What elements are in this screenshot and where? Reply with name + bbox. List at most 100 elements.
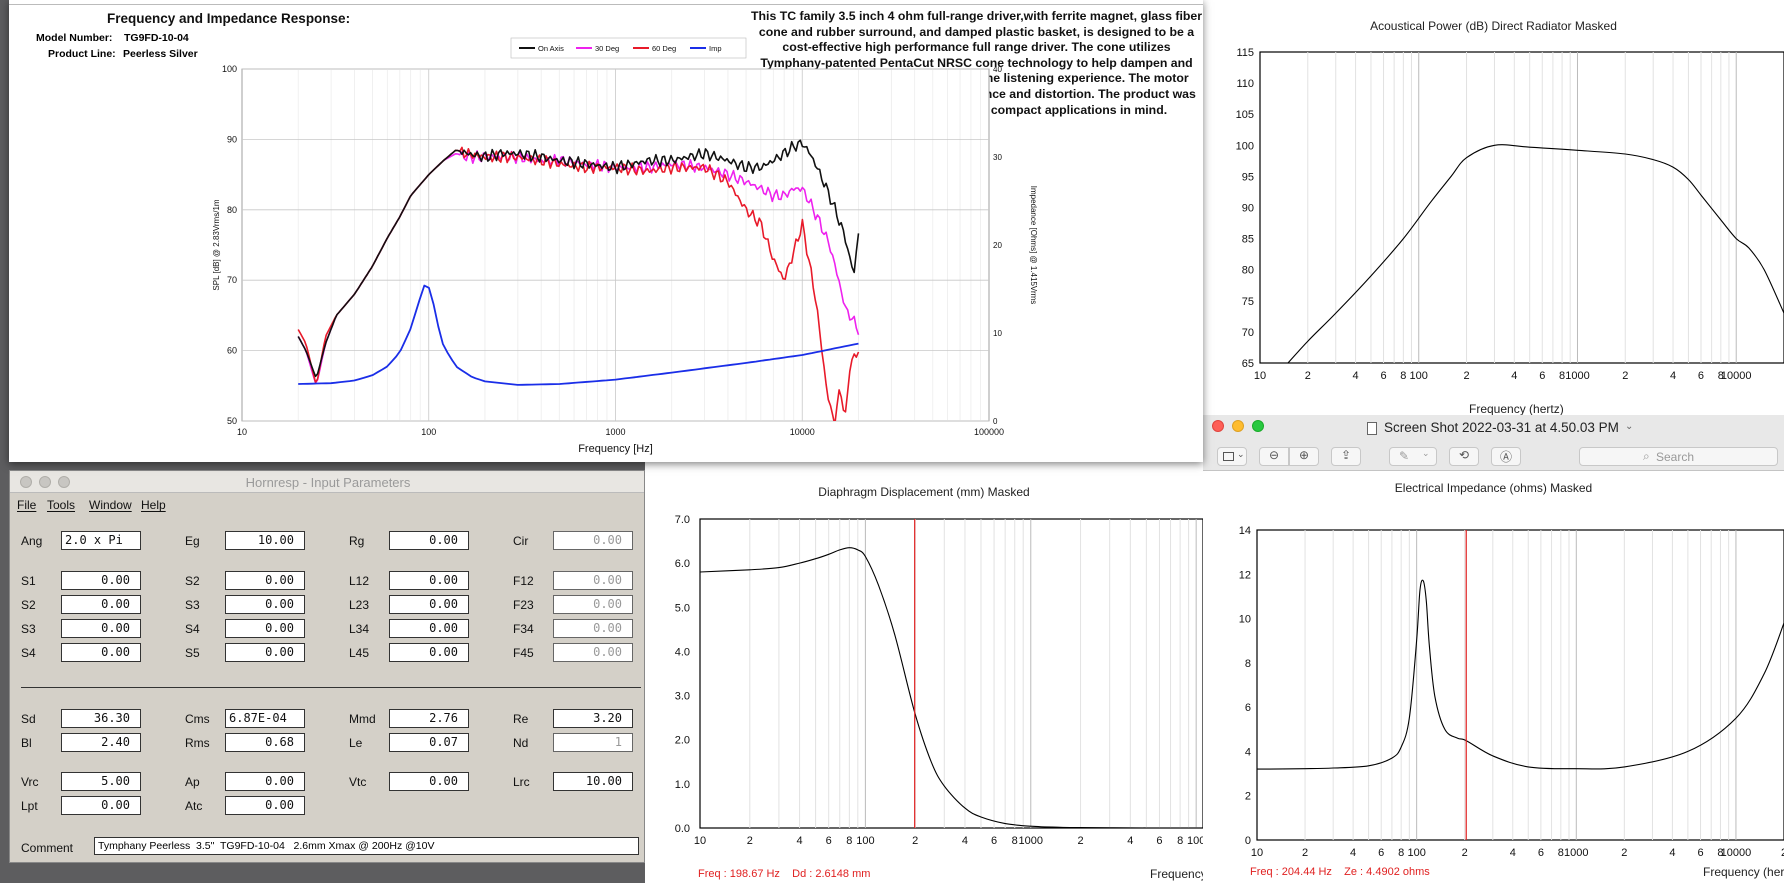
param-field-eg[interactable]: 10.00: [225, 531, 305, 550]
x-axis-label: Frequency [Hz]: [578, 443, 653, 455]
minimize-window-button[interactable]: [1232, 420, 1244, 432]
acoustic-power-chart: 10 2 4 6 8 100 2 4 6 8 1000 2 4 6 81000065707580859095…: [1236, 47, 1784, 382]
y-tick-label: 6: [1245, 702, 1251, 714]
zoom-window-button[interactable]: [58, 476, 70, 488]
param-label-s2: S2: [21, 598, 36, 612]
menu-file[interactable]: File: [17, 498, 37, 512]
param-field-l23[interactable]: 0.00: [389, 595, 469, 614]
x-tick-label: 1000: [605, 427, 625, 437]
x-tick-label: 100: [421, 427, 436, 437]
param-field-atc[interactable]: 0.00: [225, 796, 305, 815]
param-label-sd: Sd: [21, 712, 36, 726]
x-tick-label: 100: [1187, 835, 1203, 847]
param-field-le[interactable]: 0.07: [389, 733, 469, 752]
model-number-value: TG9FD-10-04: [124, 32, 189, 44]
x-tick-label: 2: [1781, 847, 1784, 859]
menu-help[interactable]: Help: [141, 498, 166, 512]
impedance-chart: 10246810024681000246810000202468101214: [1239, 525, 1784, 859]
comment-field[interactable]: Tymphany Peerless 3.5" TG9FD-10-04 2.6mm…: [94, 837, 639, 855]
param-field-l12[interactable]: 0.00: [389, 571, 469, 590]
x-tick-label: 4: [1353, 370, 1359, 382]
displacement-xlabel: Frequency: [1150, 867, 1203, 881]
y-tick-label: 100: [1236, 140, 1254, 152]
search-icon: ⌕: [1643, 449, 1650, 463]
close-window-button[interactable]: [20, 476, 32, 488]
x-tick-label: 6: [1697, 847, 1703, 859]
impedance-xlabel: Frequency (hertz): [1703, 865, 1784, 879]
acoustic-power-window: Acoustical Power (dB) Direct Radiator Ma…: [1203, 0, 1784, 415]
preview-titlebar[interactable]: Screen Shot 2022-03-31 at 4.50.03 PM ⌄: [1203, 415, 1784, 443]
zoom-in-button[interactable]: ⊕: [1289, 447, 1319, 466]
y-tick-label: 8: [1245, 658, 1251, 670]
x-tick-label: 8: [1400, 370, 1406, 382]
param-field-s5[interactable]: 0.00: [225, 643, 305, 662]
x-tick-label: 6: [1538, 847, 1544, 859]
acoustic-power-xlabel: Frequency (hertz): [1469, 402, 1564, 415]
x-tick-label: 2: [747, 835, 753, 847]
y-tick-label: 80: [1242, 265, 1254, 277]
param-field-ap[interactable]: 0.00: [225, 772, 305, 791]
markup-button[interactable]: ✎ ⌄: [1389, 447, 1437, 466]
param-label-s4: S4: [185, 622, 200, 636]
share-button[interactable]: ⇪: [1331, 447, 1361, 466]
param-field-rg[interactable]: 0.00: [389, 531, 469, 550]
param-field-mmd[interactable]: 2.76: [389, 709, 469, 728]
param-field-bl[interactable]: 2.40: [61, 733, 141, 752]
y-tick-label: 85: [1242, 234, 1254, 246]
x-tick-label: 8: [1717, 847, 1723, 859]
zoom-out-icon: ⊖: [1268, 448, 1280, 462]
x-tick-label: 2: [912, 835, 918, 847]
minimize-window-button[interactable]: [39, 476, 51, 488]
sidebar-toggle-button[interactable]: ⌄: [1217, 447, 1247, 466]
param-label-l12: L12: [349, 574, 370, 588]
zoom-out-button[interactable]: ⊖: [1259, 447, 1289, 466]
param-field-lrc[interactable]: 10.00: [553, 772, 633, 791]
param-label-l34: L34: [349, 622, 370, 636]
legend-label: 60 Deg: [652, 44, 676, 53]
param-field-sd[interactable]: 36.30: [61, 709, 141, 728]
param-field-l45[interactable]: 0.00: [389, 643, 469, 662]
param-label-l45: L45: [349, 646, 370, 660]
param-field-lpt[interactable]: 0.00: [61, 796, 141, 815]
param-label-nd: Nd: [513, 736, 529, 750]
param-field-s4[interactable]: 0.00: [225, 619, 305, 638]
y-right-tick-label: 10: [993, 329, 1002, 338]
plot-frame: [699, 518, 1203, 829]
zoom-window-button[interactable]: [1252, 420, 1264, 432]
param-field-s3[interactable]: 0.00: [61, 619, 141, 638]
x-tick-label: 8: [1012, 835, 1018, 847]
param-field-re[interactable]: 3.20: [553, 709, 633, 728]
y-tick-label: 95: [1242, 171, 1254, 183]
datasheet-window: Frequency and Impedance Response: Model …: [9, 0, 1203, 462]
hornresp-titlebar[interactable]: Hornresp - Input Parameters: [10, 471, 644, 493]
param-field-s4[interactable]: 0.00: [61, 643, 141, 662]
param-field-vrc[interactable]: 5.00: [61, 772, 141, 791]
param-field-l34[interactable]: 0.00: [389, 619, 469, 638]
param-field-ang[interactable]: 2.0 x Pi: [61, 531, 141, 550]
search-input[interactable]: ⌕ Search: [1579, 447, 1778, 466]
menu-window[interactable]: Window: [89, 498, 132, 512]
param-field-s2[interactable]: 0.00: [61, 595, 141, 614]
x-tick-label: 4: [797, 835, 803, 847]
chevron-down-icon[interactable]: ⌄: [1625, 421, 1634, 432]
param-field-vtc[interactable]: 0.00: [389, 772, 469, 791]
y-right-tick-label: 20: [993, 241, 1002, 250]
menu-tools[interactable]: Tools: [47, 498, 76, 512]
rotate-button[interactable]: ⟲: [1449, 447, 1479, 466]
param-field-s2[interactable]: 0.00: [225, 571, 305, 590]
param-field-cms[interactable]: 6.87E-04: [225, 709, 305, 728]
close-window-button[interactable]: [1212, 420, 1224, 432]
param-field-s3[interactable]: 0.00: [225, 595, 305, 614]
datasheet-top-edge: [9, 0, 1203, 5]
y-right-axis-label: Impedance [Ohms] @ 1.415Vrms: [1029, 186, 1038, 305]
impedance-readout: Freq : 204.44 Hz Ze : 4.4902 ohms: [1250, 866, 1430, 878]
param-field-cir: 0.00: [553, 531, 633, 550]
param-field-s1[interactable]: 0.00: [61, 571, 141, 590]
displacement-window: Diaphragm Displacement (mm) Masked 10 2 4 6…: [645, 462, 1203, 883]
annotate-button[interactable]: Ⓐ: [1491, 447, 1521, 466]
x-tick-label: 10: [1251, 847, 1263, 859]
x-tick-label: 6: [1378, 847, 1384, 859]
param-label-eg: Eg: [185, 534, 200, 548]
y-tick-label: 0.0: [675, 823, 690, 835]
param-field-rms[interactable]: 0.68: [225, 733, 305, 752]
